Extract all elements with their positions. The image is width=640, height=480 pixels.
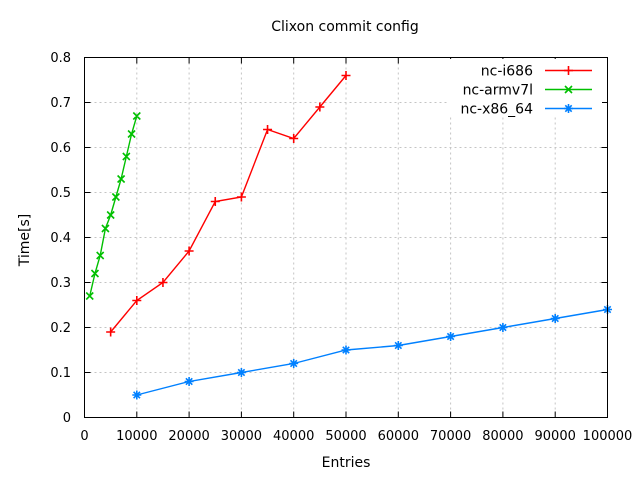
legend-item-nc-i686: nc-i686: [481, 64, 592, 80]
y-tick-label: 0: [63, 411, 71, 426]
series-layer: [85, 71, 612, 400]
labels-layer: Clixon commit config Entries Time[s]: [17, 19, 419, 471]
data-point-markers-nc-i686: [106, 71, 351, 337]
chart-title: Clixon commit config: [271, 19, 419, 35]
series-line-nc-i686: [110, 75, 347, 333]
legend-label-nc-x86_64: nc-x86_64: [460, 102, 533, 118]
x-tick-label: 70000: [430, 429, 471, 444]
x-tick-label: 20000: [168, 429, 209, 444]
x-tick-label: 100000: [583, 429, 633, 444]
y-tick-label: 0.6: [50, 141, 71, 156]
y-tick-label: 0.2: [50, 321, 71, 336]
y-tick-label: 0.3: [50, 276, 71, 291]
x-tick-label: 50000: [325, 429, 366, 444]
legend-background: [449, 59, 602, 117]
legend-item-nc-x86_64: nc-x86_64: [460, 102, 592, 118]
series-nc-armv7l: [85, 111, 141, 301]
y-axis-label: Time[s]: [17, 214, 33, 267]
legend-label-nc-i686: nc-i686: [481, 64, 533, 80]
x-tick-label: 90000: [535, 429, 576, 444]
x-axis-label: Entries: [322, 455, 371, 471]
x-tick-label: 10000: [116, 429, 157, 444]
legend-sample-marker: [564, 85, 573, 94]
series-line-nc-x86_64: [136, 308, 608, 396]
data-point-markers-nc-armv7l: [85, 111, 141, 301]
y-tick-label: 0.8: [50, 51, 71, 66]
legend-layer: nc-i686 nc-armv7l nc-x86_64: [449, 59, 602, 118]
series-line-nc-armv7l: [89, 115, 138, 297]
x-tick-label: 40000: [273, 429, 314, 444]
frame-layer: 0 10000 20000 30000 40000 50000 60000 70000 8000…: [50, 51, 632, 444]
x-tick-label: 60000: [378, 429, 419, 444]
series-nc-i686: [106, 71, 351, 337]
y-tick-label: 0.4: [50, 231, 71, 246]
x-tick-label: 30000: [221, 429, 262, 444]
legend-label-nc-armv7l: nc-armv7l: [463, 83, 533, 99]
legend-sample-marker: [564, 104, 573, 113]
x-tick-label: 80000: [482, 429, 523, 444]
series-nc-x86_64: [132, 305, 612, 400]
data-point-markers-nc-x86_64: [132, 305, 612, 400]
legend-sample-marker: [564, 66, 573, 75]
x-tick-label: 0: [80, 429, 88, 444]
y-tick-label: 0.5: [50, 186, 71, 201]
y-tick-label: 0.1: [50, 366, 71, 381]
legend-item-nc-armv7l: nc-armv7l: [463, 83, 592, 99]
y-tick-label: 0.7: [50, 96, 71, 111]
